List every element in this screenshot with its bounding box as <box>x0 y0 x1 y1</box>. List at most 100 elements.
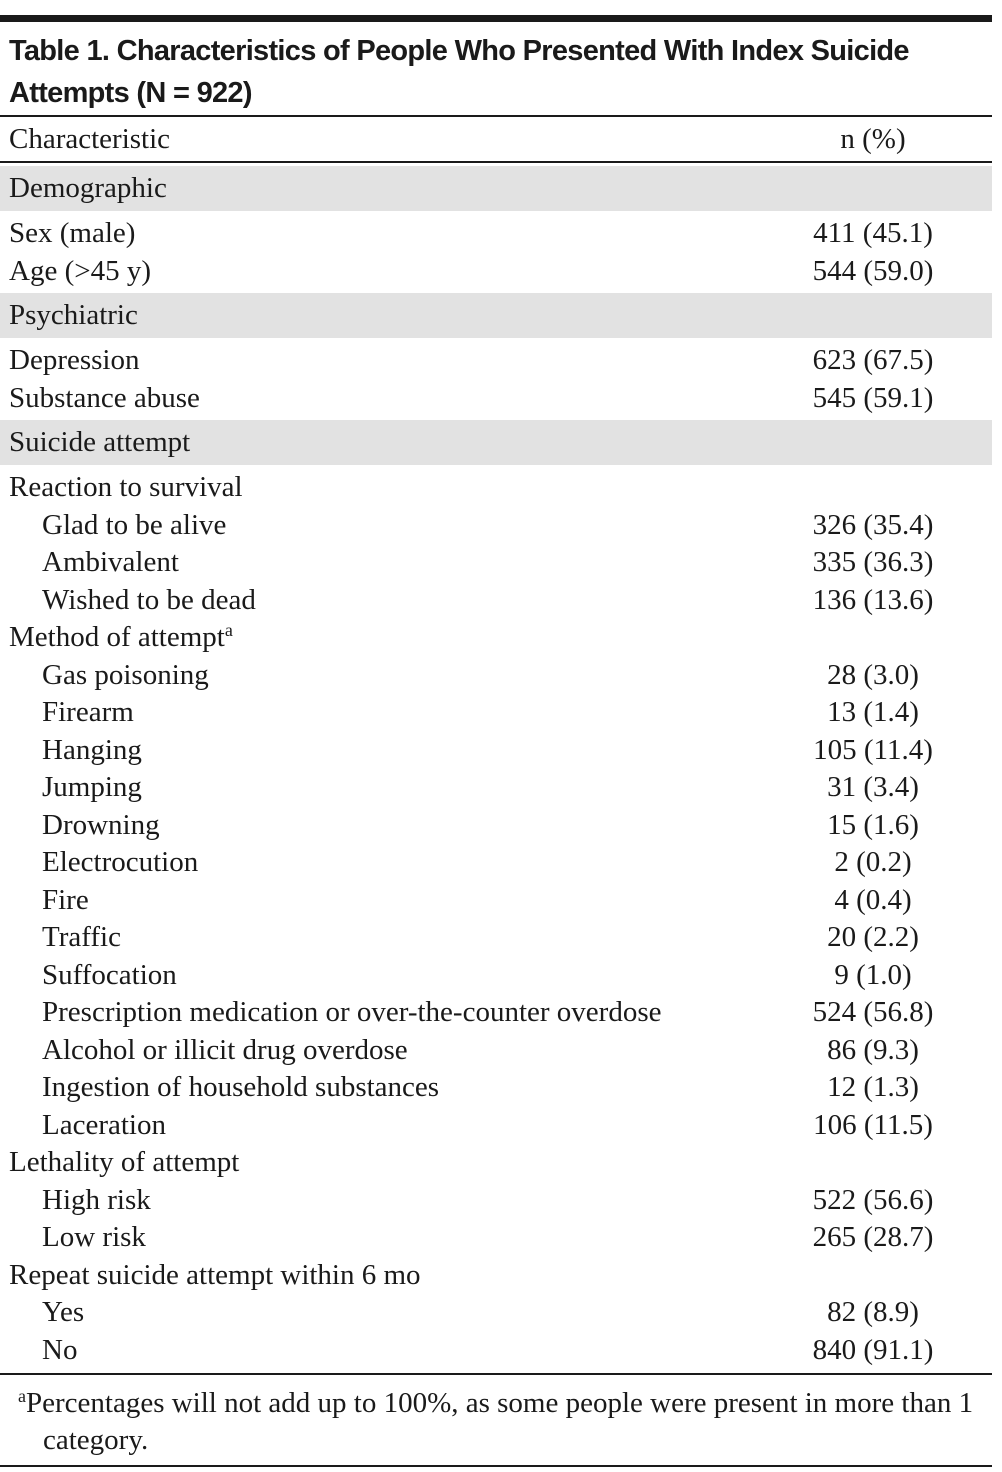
group-label-text: Repeat suicide attempt within 6 mo <box>9 1258 421 1291</box>
row-label: Gas poisoning <box>42 658 209 691</box>
row-value: 28 (3.0) <box>827 658 919 691</box>
data-row: Suffocation 9 (1.0) <box>0 957 992 995</box>
row-value: 840 (91.1) <box>812 1333 934 1366</box>
data-row: Substance abuse 545 (59.1) <box>0 380 992 418</box>
section-band: Demographic <box>0 166 992 211</box>
rule <box>0 1465 992 1467</box>
row-label: Laceration <box>42 1108 166 1141</box>
row-value: 136 (13.6) <box>812 583 934 616</box>
section-band: Psychiatric <box>0 293 992 338</box>
row-value: 522 (56.6) <box>812 1183 934 1216</box>
data-row: Hanging 105 (11.4) <box>0 732 992 770</box>
top-rule <box>0 15 992 22</box>
row-value: 106 (11.5) <box>813 1108 933 1141</box>
table-title: Table 1. Characteristics of People Who P… <box>9 35 910 109</box>
group-label: Repeat suicide attempt within 6 mo <box>9 1257 421 1295</box>
header-row: Characteristic n (%) <box>0 117 992 161</box>
data-row: Glad to be alive 326 (35.4) <box>0 507 992 545</box>
row-label: Ambivalent <box>42 546 179 578</box>
row-value: 2 (0.2) <box>834 846 912 878</box>
data-row: Drowning 15 (1.6) <box>0 807 992 845</box>
row-value: 12 (1.3) <box>827 1071 919 1103</box>
data-row: Gas poisoning 28 (3.0) <box>0 657 992 695</box>
data-row: Age (>45 y) 544 (59.0) <box>0 253 992 291</box>
row-value: 82 (8.9) <box>827 1296 919 1328</box>
row-value: 20 (2.2) <box>827 921 919 953</box>
table: Characteristic n (%) Demographic Sex (male)… <box>0 115 992 1467</box>
row-label: Substance abuse <box>9 381 200 414</box>
group-label: Method of attempta <box>9 619 233 657</box>
data-row: Electrocution 2 (0.2) <box>0 844 992 882</box>
row-label: Hanging <box>42 733 142 766</box>
section-title: Suicide attempt <box>9 426 191 458</box>
row-value: 544 (59.0) <box>812 254 934 287</box>
section-band: Suicide attempt <box>0 420 992 465</box>
group-label-text: Method of attempt <box>9 621 225 653</box>
data-row: Fire 4 (0.4) <box>0 882 992 920</box>
row-value: 545 (59.1) <box>812 381 934 414</box>
data-row: No 840 (91.1) <box>0 1332 992 1370</box>
rule <box>0 1373 992 1375</box>
row-label: High risk <box>42 1183 151 1216</box>
row-label: Jumping <box>42 771 142 803</box>
group-row: Method of attempta <box>0 619 992 657</box>
rule <box>0 115 992 117</box>
row-value: 326 (35.4) <box>812 508 934 541</box>
section-title: Demographic <box>9 172 167 204</box>
footnote-mark: a <box>18 1386 26 1406</box>
row-label: Drowning <box>42 808 160 841</box>
row-label: Ingestion of household substances <box>42 1071 440 1103</box>
row-label: Prescription medication or over-the-coun… <box>42 996 662 1028</box>
row-value: 86 (9.3) <box>827 1033 919 1066</box>
row-label: Yes <box>42 1296 85 1328</box>
rule <box>0 161 992 163</box>
group-row: Reaction to survival <box>0 469 992 507</box>
header-cell: Characteristic <box>9 123 171 155</box>
footnote: aPercentages will not add up to 100%, as… <box>0 1379 992 1465</box>
footnote-text: Percentages will not add up to 100%, as … <box>26 1387 974 1456</box>
row-label: Traffic <box>42 921 121 953</box>
group-label: Reaction to survival <box>9 469 243 507</box>
data-row: Laceration 106 (11.5) <box>0 1107 992 1145</box>
row-value: 4 (0.4) <box>834 883 912 916</box>
footnote-body: aPercentages will not add up to 100%, as… <box>9 1385 983 1459</box>
row-value: 265 (28.7) <box>812 1221 934 1253</box>
row-label: Fire <box>42 883 89 916</box>
footnote-mark: a <box>224 620 233 640</box>
data-row: Firearm 13 (1.4) <box>0 694 992 732</box>
data-row: Prescription medication or over-the-coun… <box>0 994 992 1032</box>
group-row: Repeat suicide attempt within 6 mo <box>0 1257 992 1295</box>
row-value: 524 (56.8) <box>812 996 934 1028</box>
data-row: Ambivalent 335 (36.3) <box>0 544 992 582</box>
group-label-text: Reaction to survival <box>9 471 243 503</box>
row-value: 9 (1.0) <box>834 958 912 991</box>
row-label: Glad to be alive <box>42 508 227 541</box>
data-row: Jumping 31 (3.4) <box>0 769 992 807</box>
row-label: Firearm <box>42 696 134 728</box>
row-label: Electrocution <box>42 846 199 878</box>
group-row: Lethality of attempt <box>0 1144 992 1182</box>
row-value: 105 (11.4) <box>813 733 933 766</box>
row-value: 411 (45.1) <box>813 217 933 249</box>
data-row: Sex (male) 411 (45.1) <box>0 215 992 253</box>
section-title: Psychiatric <box>9 299 138 331</box>
row-label: Low risk <box>42 1221 146 1253</box>
row-value: 15 (1.6) <box>827 808 919 841</box>
row-label: Age (>45 y) <box>9 254 151 287</box>
group-label: Lethality of attempt <box>9 1144 239 1182</box>
data-row: Ingestion of household substances 12 (1.3… <box>0 1069 992 1107</box>
row-label: Alcohol or illicit drug overdose <box>42 1033 408 1066</box>
row-value: 31 (3.4) <box>827 771 919 803</box>
header-cell: n (%) <box>840 123 906 155</box>
data-row: Alcohol or illicit drug overdose 86 (9.3) <box>0 1032 992 1070</box>
data-row: Low risk 265 (28.7) <box>0 1219 992 1257</box>
data-row: Traffic 20 (2.2) <box>0 919 992 957</box>
row-label: No <box>42 1333 78 1366</box>
row-label: Suffocation <box>42 958 177 991</box>
row-label: Depression <box>9 344 140 376</box>
row-value: 623 (67.5) <box>812 344 934 376</box>
row-value: 335 (36.3) <box>812 546 934 578</box>
row-label: Sex (male) <box>9 217 136 249</box>
group-label-text: Lethality of attempt <box>9 1146 240 1178</box>
